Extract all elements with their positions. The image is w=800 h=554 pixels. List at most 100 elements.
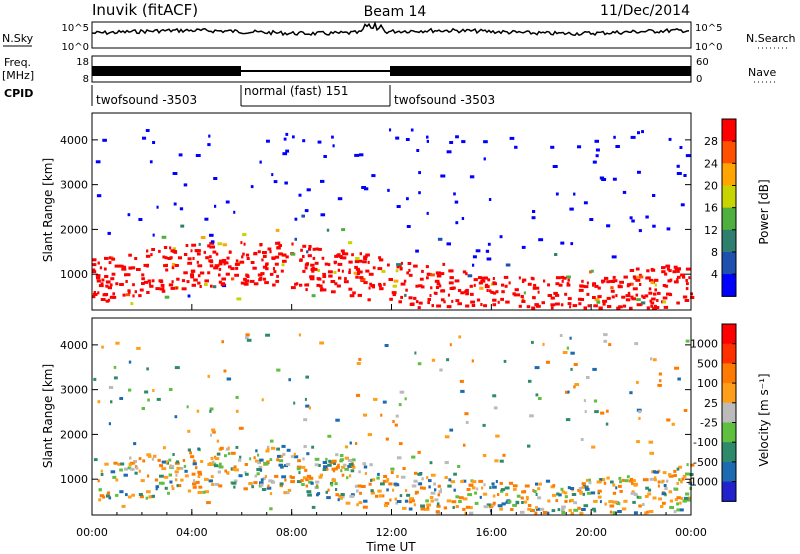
power-cell	[404, 293, 407, 297]
power-cell	[686, 282, 689, 286]
power-cell	[361, 186, 366, 189]
velocity-cell	[494, 459, 499, 463]
velocity-cell	[203, 477, 209, 481]
velocity-cell	[465, 505, 471, 509]
power-cell	[654, 288, 657, 292]
velocity-cell	[505, 493, 509, 497]
power-cell	[171, 280, 174, 284]
velocity-cell	[154, 478, 159, 482]
velocity-cell	[350, 493, 355, 497]
velocity-cell	[93, 458, 98, 462]
velocity-cell	[573, 363, 578, 366]
velocity-cell	[603, 481, 607, 485]
velocity-cell	[463, 497, 468, 501]
velocity-cell	[649, 477, 655, 481]
velocity-cell	[386, 488, 389, 492]
velocity-cell	[311, 445, 315, 449]
power-cell	[364, 187, 369, 191]
power-cell	[462, 270, 467, 274]
power-cell	[410, 128, 414, 132]
velocity-cell	[213, 464, 219, 468]
velocity-cell	[555, 499, 559, 503]
power-cell	[162, 289, 165, 293]
power-cell	[336, 284, 341, 288]
velocity-colorbar-swatch	[722, 343, 736, 364]
power-cell	[607, 305, 612, 308]
power-cell	[322, 275, 326, 278]
power-cell	[578, 302, 582, 306]
velocity-cell	[115, 493, 119, 497]
velocity-cell	[469, 511, 474, 515]
power-cell	[320, 179, 325, 183]
cpid-label: CPID	[4, 87, 33, 100]
velocity-cell	[352, 465, 356, 469]
velocity-cell	[591, 445, 596, 449]
velocity-cell	[326, 467, 329, 471]
power-cell	[471, 304, 476, 307]
velocity-cell	[650, 357, 653, 361]
velocity-colorbar-label: 1000	[690, 338, 718, 351]
velocity-cell	[296, 465, 302, 469]
power-cell	[673, 265, 678, 269]
power-cell	[138, 294, 142, 298]
power-cell	[421, 269, 424, 273]
power-cell	[486, 289, 489, 292]
power-cell	[103, 267, 107, 271]
power-cell	[368, 286, 371, 290]
velocity-cell	[515, 500, 519, 504]
power-cell	[276, 274, 279, 278]
power-cell	[274, 255, 280, 259]
power-cell	[592, 296, 596, 299]
power-cell	[431, 304, 434, 308]
power-cell	[514, 145, 518, 149]
power-cell	[484, 285, 490, 289]
velocity-cell	[175, 460, 180, 464]
power-cell	[569, 305, 572, 309]
power-cell	[302, 269, 306, 273]
velocity-cell	[412, 499, 415, 503]
velocity-cell	[428, 485, 431, 489]
velocity-cell	[134, 471, 138, 475]
velocity-cell	[573, 385, 576, 389]
cpid-panel: CPID twofsound -3503 normal (fast) 151 t…	[4, 84, 495, 107]
velocity-cell	[654, 478, 657, 482]
velocity-cell	[662, 501, 666, 505]
velocity-cell	[392, 420, 395, 423]
velocity-cell	[233, 465, 237, 469]
velocity-cell	[456, 505, 459, 509]
velocity-cell	[680, 480, 683, 484]
velocity-cell	[689, 473, 694, 476]
power-cell	[314, 261, 319, 265]
velocity-cell	[396, 500, 402, 503]
beam-title: Beam 14	[364, 4, 427, 20]
velocity-cell	[206, 501, 211, 505]
velocity-cell	[474, 491, 477, 495]
power-cell	[372, 266, 376, 270]
velocity-cell	[436, 502, 440, 506]
velocity-cell	[267, 484, 270, 488]
velocity-cell	[226, 377, 232, 381]
velocity-cell	[458, 500, 462, 503]
power-cell	[209, 245, 212, 249]
velocity-cell	[420, 507, 425, 511]
velocity-cell	[662, 471, 667, 475]
velocity-cell	[491, 482, 495, 486]
velocity-cell	[378, 494, 383, 498]
power-cell	[171, 263, 176, 266]
velocity-cell	[271, 446, 276, 450]
velocity-cell	[343, 463, 347, 467]
power-cell	[501, 290, 505, 294]
power-cell	[543, 279, 546, 283]
power-cell	[174, 264, 179, 267]
power-cell	[105, 280, 111, 284]
power-cell	[310, 263, 315, 267]
velocity-cell	[304, 468, 308, 472]
power-cell	[132, 283, 135, 287]
power-cell	[111, 257, 116, 261]
velocity-cell	[274, 474, 279, 478]
velocity-cell	[382, 400, 387, 404]
velocity-cell	[435, 510, 440, 514]
velocity-cell	[644, 495, 649, 498]
power-cell	[340, 249, 345, 253]
power-cell	[590, 269, 594, 273]
